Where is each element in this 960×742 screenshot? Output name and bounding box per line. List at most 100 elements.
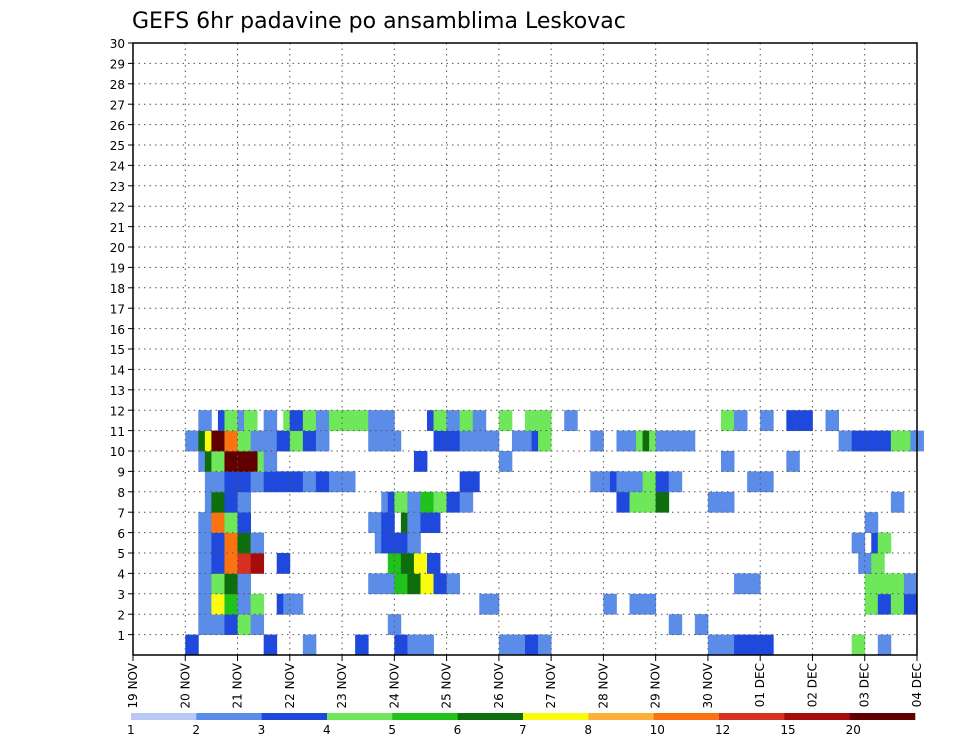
heatmap-cell xyxy=(224,430,238,452)
heatmap-cell xyxy=(342,410,356,431)
y-tick-label: 29 xyxy=(110,58,125,72)
x-tick-label: 29 NOV xyxy=(649,662,663,708)
y-tick-label: 30 xyxy=(110,37,125,51)
heatmap-cell xyxy=(616,491,630,513)
heatmap-cell xyxy=(655,491,670,513)
heatmap-cell xyxy=(864,430,879,452)
heatmap-cell xyxy=(185,634,199,656)
heatmap-cell xyxy=(224,471,238,493)
heatmap-cell xyxy=(629,593,643,615)
heatmap-cell xyxy=(224,491,238,513)
heatmap-cell xyxy=(211,512,225,533)
heatmap-cell xyxy=(877,532,892,554)
heatmap-cell xyxy=(590,430,604,452)
heatmap-cell xyxy=(420,573,434,595)
heatmap-cell xyxy=(420,634,434,656)
y-tick-label: 6 xyxy=(117,527,125,541)
heatmap-cell xyxy=(642,593,657,615)
colorbar-swatch xyxy=(261,713,328,720)
heatmap-cell xyxy=(263,634,278,656)
heatmap-cell xyxy=(407,532,421,554)
heatmap-cell xyxy=(315,471,330,493)
heatmap-cell xyxy=(407,491,421,513)
y-tick-label: 25 xyxy=(110,139,125,153)
heatmap-cell xyxy=(198,410,212,431)
colorbar-label: 20 xyxy=(846,723,861,737)
heatmap-cell xyxy=(224,573,238,595)
y-tick-label: 21 xyxy=(110,221,125,235)
heatmap-cell xyxy=(747,634,761,656)
colorbar-label: 7 xyxy=(519,723,527,737)
y-tick-label: 27 xyxy=(110,98,125,112)
x-tick-label: 01 DEC xyxy=(753,663,767,707)
colorbar-swatch xyxy=(196,713,262,720)
y-tick-label: 26 xyxy=(110,119,125,133)
y-axis: 1234567891011121314151617181920212223242… xyxy=(110,37,133,643)
heatmap-cell xyxy=(237,491,251,513)
y-tick-label: 19 xyxy=(110,262,125,276)
heatmap-cell xyxy=(381,573,395,595)
heatmap-cell xyxy=(511,634,526,656)
heatmap-cell xyxy=(668,430,683,452)
heatmap-cell xyxy=(564,410,578,431)
y-tick-label: 8 xyxy=(117,486,125,500)
colorbar-swatch xyxy=(719,713,785,720)
y-tick-label: 1 xyxy=(117,629,125,643)
heatmap-cell xyxy=(250,593,265,615)
heatmap-cell xyxy=(185,430,199,452)
colorbar-label: 15 xyxy=(780,723,795,737)
heatmap-cell xyxy=(368,430,382,452)
y-tick-label: 11 xyxy=(110,425,125,439)
colorbar-label: 4 xyxy=(323,723,331,737)
heatmap-cell xyxy=(237,573,251,595)
heatmap-cell xyxy=(760,410,774,431)
heatmap-cell xyxy=(211,593,225,615)
heatmap-cell xyxy=(734,410,748,431)
heatmap-cell xyxy=(420,491,434,513)
heatmap-cell xyxy=(224,532,238,554)
y-tick-label: 23 xyxy=(110,180,125,194)
y-tick-label: 4 xyxy=(117,568,125,582)
heatmap-cell xyxy=(237,512,251,533)
colorbar-swatch xyxy=(653,713,720,720)
x-tick-label: 04 DEC xyxy=(910,663,924,707)
heatmap-cell xyxy=(315,410,330,431)
x-tick-label: 22 NOV xyxy=(283,662,297,708)
heatmap-cell xyxy=(498,410,513,431)
heatmap-cell xyxy=(198,593,212,615)
colorbar-label: 2 xyxy=(192,723,200,737)
heatmap-cell xyxy=(244,451,258,472)
heatmap-cell xyxy=(446,410,461,431)
heatmap-cell xyxy=(747,471,761,493)
heatmap-cell xyxy=(302,471,317,493)
heatmap-cell xyxy=(276,471,291,493)
heatmap-cell xyxy=(707,491,722,513)
heatmap-cell xyxy=(433,430,447,452)
heatmap-cell xyxy=(211,614,225,635)
x-tick-label: 20 NOV xyxy=(178,662,192,708)
heatmap-cell xyxy=(760,471,774,493)
heatmap-cell xyxy=(864,573,879,595)
heatmap-cell xyxy=(302,430,317,452)
heatmap-cell xyxy=(211,573,225,595)
heatmap-cell xyxy=(655,430,670,452)
heatmap-cell xyxy=(198,532,212,554)
colorbar-label: 10 xyxy=(650,723,665,737)
heatmap-cell xyxy=(250,532,265,554)
heatmap-cell xyxy=(381,512,395,533)
colorbar-label: 3 xyxy=(258,723,266,737)
y-tick-label: 5 xyxy=(117,547,125,561)
heatmap-cell xyxy=(224,614,238,635)
heatmap-cell xyxy=(355,634,369,656)
heatmap-cell xyxy=(472,410,487,431)
heatmap-cell xyxy=(224,410,238,431)
heatmap-cell xyxy=(413,451,428,472)
heatmap-cell xyxy=(603,593,617,615)
heatmap-cell xyxy=(642,491,657,513)
heatmap-cell xyxy=(655,471,670,493)
heatmap-cell xyxy=(407,573,421,595)
heatmap-cell xyxy=(381,410,395,431)
heatmap-cell xyxy=(224,512,238,533)
heatmap-cell xyxy=(877,430,892,452)
heatmap-cell xyxy=(250,614,265,635)
